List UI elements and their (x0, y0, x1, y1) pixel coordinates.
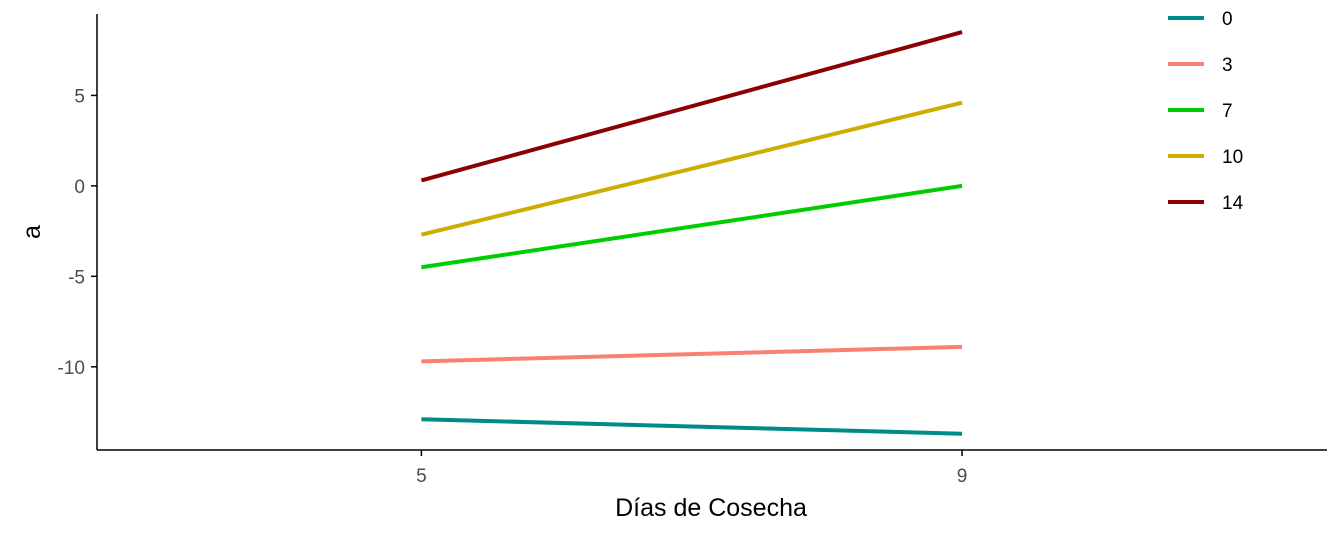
legend-label-3: 3 (1222, 55, 1233, 76)
series-line-14 (420, 30, 963, 183)
series-line-7 (421, 183, 963, 270)
y-tick-label: 5 (74, 86, 85, 107)
legend-label-10: 10 (1222, 147, 1243, 168)
series-line-3 (421, 344, 963, 364)
y-axis-title: a (18, 225, 46, 239)
legend-label-0: 0 (1222, 9, 1233, 30)
x-tick-label: 9 (957, 466, 968, 487)
y-tick-label: 0 (74, 177, 85, 198)
y-tick-label: -10 (58, 358, 85, 379)
legend-label-7: 7 (1222, 101, 1233, 122)
legend: 0 3 7 10 14 (1168, 9, 1244, 214)
y-tick-label: -5 (68, 267, 85, 288)
series-line-10 (420, 100, 963, 237)
series-layer (420, 30, 963, 436)
series-line-0 (421, 417, 963, 436)
axes-layer (96, 14, 1327, 451)
x-tick-label: 5 (416, 466, 427, 487)
legend-label-14: 14 (1222, 193, 1244, 214)
x-axis-title: Días de Cosecha (615, 494, 807, 522)
ticks-layer: 5 0 -5 -10 5 9 (58, 86, 968, 487)
